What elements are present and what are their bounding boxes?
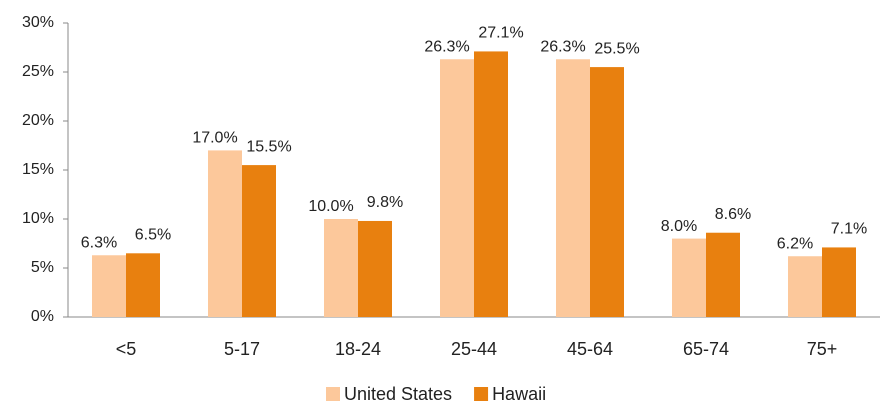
data-label: 7.1%: [831, 221, 867, 238]
y-tick-label: 25%: [22, 63, 54, 80]
bar: [324, 219, 358, 317]
bar: [208, 150, 242, 317]
data-label: 9.8%: [367, 194, 403, 211]
legend-label: Hawaii: [492, 384, 546, 404]
y-tick-label: 0%: [31, 308, 54, 325]
bar: [242, 165, 276, 317]
data-label: 25.5%: [594, 40, 639, 57]
x-tick-label: 65-74: [683, 339, 729, 359]
data-label: 6.3%: [81, 234, 117, 251]
bar: [92, 255, 126, 317]
data-label: 8.0%: [661, 218, 697, 235]
data-label: 26.3%: [424, 38, 469, 55]
x-tick-label: 18-24: [335, 339, 381, 359]
x-tick-label: 25-44: [451, 339, 497, 359]
x-tick-label: 45-64: [567, 339, 613, 359]
bar: [590, 67, 624, 317]
bar: [706, 232, 740, 317]
bar: [556, 59, 590, 317]
legend-swatch: [326, 387, 340, 401]
data-label: 8.6%: [715, 206, 751, 223]
data-label: 26.3%: [540, 38, 585, 55]
y-tick-label: 10%: [22, 210, 54, 227]
y-tick-label: 15%: [22, 161, 54, 178]
bar: [788, 256, 822, 317]
bar: [126, 253, 160, 317]
data-label: 15.5%: [246, 138, 291, 155]
x-tick-label: <5: [116, 339, 137, 359]
data-label: 27.1%: [478, 25, 523, 42]
data-label: 17.0%: [192, 130, 237, 147]
data-label: 10.0%: [308, 198, 353, 215]
bar: [672, 238, 706, 317]
bar: [358, 220, 392, 317]
data-label: 6.5%: [135, 227, 171, 244]
bar: [474, 51, 508, 318]
x-tick-label: 5-17: [224, 339, 260, 359]
bar: [822, 247, 856, 317]
bar: [440, 59, 474, 317]
y-tick-label: 5%: [31, 259, 54, 276]
y-tick-label: 20%: [22, 112, 54, 129]
y-tick-label: 30%: [22, 14, 54, 31]
x-tick-label: 75+: [807, 339, 838, 359]
legend-label: United States: [344, 384, 452, 404]
legend-swatch: [474, 387, 489, 401]
data-label: 6.2%: [777, 235, 813, 252]
